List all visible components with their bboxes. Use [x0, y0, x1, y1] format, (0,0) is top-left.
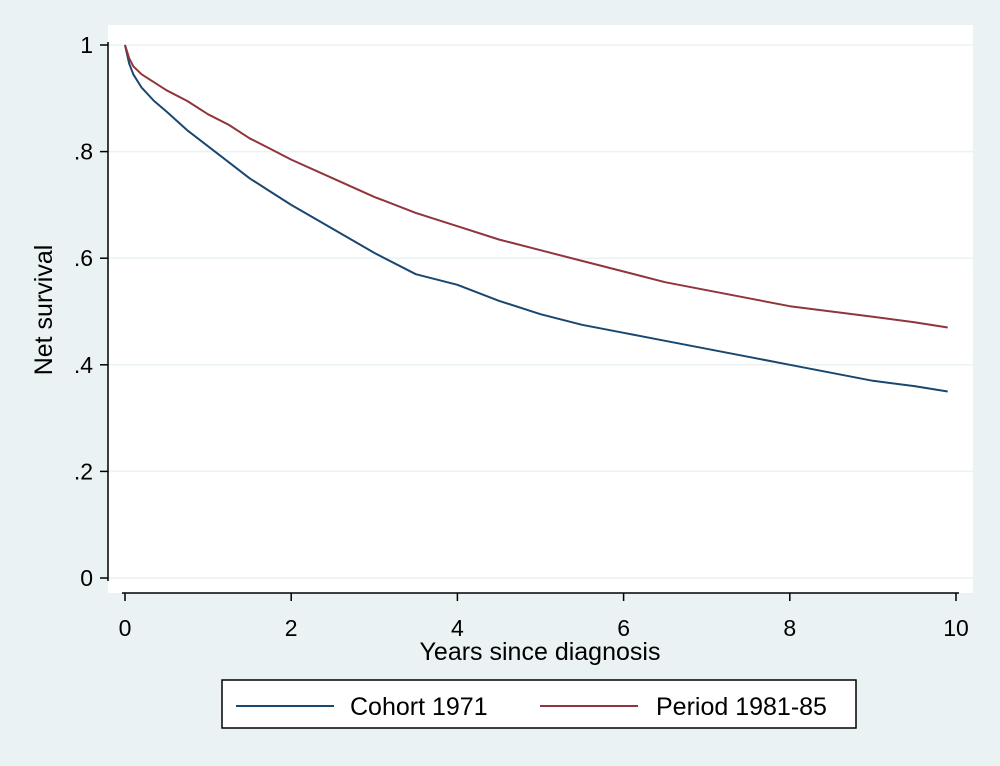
- plot-area: [108, 25, 973, 593]
- x-tick-label: 10: [943, 615, 969, 641]
- legend: Cohort 1971 Period 1981-85: [221, 679, 857, 729]
- legend-label-cohort-1971: Cohort 1971: [350, 693, 488, 721]
- y-tick-label: .4: [74, 352, 93, 378]
- x-axis: 0 2 4 6 8 10: [119, 592, 969, 641]
- y-tick-label: .6: [74, 245, 93, 271]
- y-tick-label: .8: [74, 139, 93, 165]
- y-tick-label: .2: [74, 458, 93, 484]
- x-tick-label: 2: [285, 615, 298, 641]
- grid-lines: [108, 44, 973, 579]
- series-line-cohort-1971: [124, 44, 948, 393]
- x-tick-label: 4: [451, 615, 464, 641]
- y-axis-title: Net survival: [30, 245, 58, 376]
- legend-box: [221, 679, 857, 729]
- x-tick-label: 0: [119, 615, 132, 641]
- x-tick-label: 6: [617, 615, 630, 641]
- series-line-period-1981-85: [124, 44, 948, 329]
- y-tick-label: 1: [80, 32, 93, 58]
- series-lines: [124, 44, 948, 393]
- x-axis-title: Years since diagnosis: [420, 638, 661, 666]
- y-tick-label: 0: [80, 565, 93, 591]
- x-tick-label: 8: [783, 615, 796, 641]
- y-axis: 0 .2 .4 .6 .8 1: [74, 32, 109, 591]
- legend-label-period-1981-85: Period 1981-85: [656, 693, 827, 721]
